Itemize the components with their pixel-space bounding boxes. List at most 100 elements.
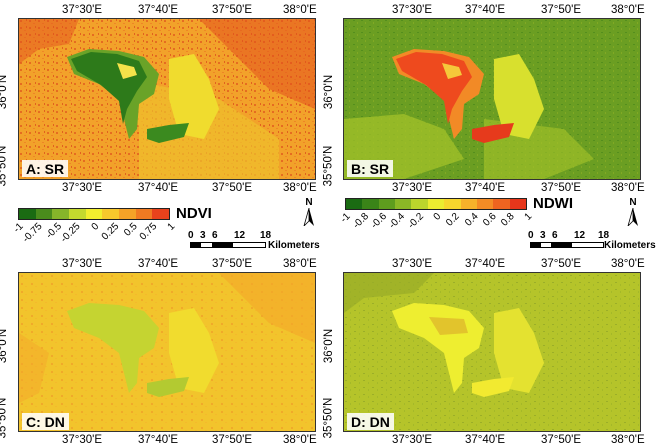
north-arrow-left: N — [300, 198, 318, 231]
scale-bar-left: 0 3 6 12 18 Kilometers — [188, 230, 320, 251]
lon-tick-c-b1: 37°30'E — [62, 434, 103, 446]
ndwi-dn-yellow-zone — [494, 308, 544, 393]
ndvi-tick-label: 0.5 — [122, 221, 140, 239]
ndwi-tick-label: 0.4 — [462, 211, 481, 229]
ndvi-legend-title: NDVI — [176, 205, 212, 222]
ndvi-color-swatch — [152, 209, 170, 219]
lon-tick-b-3: 37°50'E — [541, 4, 582, 16]
lon-tick-a-3: 37°50'E — [212, 4, 253, 16]
scale-bar-right: 0 3 6 12 18 Kilometers — [528, 230, 656, 251]
ndvi-tick-label: 1 — [166, 221, 178, 233]
lon-tick-b-b3: 37°50'E — [541, 182, 582, 194]
ndwi-tick-label: 1 — [523, 211, 535, 223]
north-arrow-icon — [627, 207, 638, 228]
ndwi-color-swatch — [460, 199, 477, 209]
lon-tick-b-b2: 37°40'E — [465, 182, 506, 194]
ndwi-color-swatch — [493, 199, 510, 209]
ndwi-tick-label: 0 — [432, 211, 444, 223]
lon-tick-b-2: 37°40'E — [465, 4, 506, 16]
lon-tick-a-2: 37°40'E — [138, 4, 179, 16]
lon-tick-c-b2: 37°40'E — [138, 434, 179, 446]
north-arrow-icon — [303, 207, 314, 228]
ndwi-tick-label: 0.8 — [498, 211, 517, 229]
lon-tick-a-b4: 38°0'E — [283, 182, 317, 194]
lon-tick-d-b3: 37°50'E — [541, 434, 582, 446]
panel-label-d: D: DN — [347, 413, 394, 430]
lon-tick-a-1: 37°30'E — [62, 4, 103, 16]
panel-label-b: B: SR — [347, 160, 394, 177]
lon-tick-d-b1: 37°30'E — [392, 434, 433, 446]
lon-tick-d-2: 37°40'E — [465, 258, 506, 270]
ndvi-color-swatch — [102, 209, 120, 219]
ndvi-color-bar — [18, 208, 170, 220]
lon-tick-b-4: 38°0'E — [611, 4, 645, 16]
lon-tick-d-b2: 37°40'E — [465, 434, 506, 446]
ndwi-color-swatch — [427, 199, 445, 209]
ndwi-tick-label: 0.2 — [444, 211, 462, 229]
lon-tick-a-b3: 37°50'E — [212, 182, 253, 194]
ndvi-color-swatch — [35, 209, 53, 219]
lat-tick-c-1: 36°0'N — [0, 328, 10, 364]
lat-tick-d-2: 35°50'N — [322, 397, 335, 439]
lon-tick-c-b4: 38°0'E — [283, 434, 317, 446]
lon-tick-c-3: 37°50'E — [212, 258, 253, 270]
lon-tick-d-4: 38°0'E — [611, 258, 645, 270]
ndvi-tick-label: 0.75 — [137, 221, 159, 243]
map-panel-ndvi-dn — [18, 272, 316, 432]
panel-label-c: C: DN — [22, 413, 69, 430]
lon-tick-a-b1: 37°30'E — [62, 182, 103, 194]
lon-tick-b-1: 37°30'E — [392, 4, 433, 16]
ndvi-tick-label: -0.25 — [58, 221, 83, 245]
ndvi-tick-label: 0 — [90, 221, 102, 233]
ndwi-color-swatch — [411, 199, 428, 209]
lon-tick-a-4: 38°0'E — [283, 4, 317, 16]
ndvi-color-swatch — [52, 209, 70, 219]
ndvi-tick-label: -0.75 — [20, 221, 45, 245]
lat-tick-c-2: 35°50'N — [0, 397, 9, 439]
lon-tick-c-1: 37°30'E — [62, 258, 103, 270]
ndwi-tick-label: -0.2 — [405, 211, 426, 231]
ndwi-tick-label: -0.4 — [387, 211, 408, 231]
lon-tick-c-2: 37°40'E — [138, 258, 179, 270]
ndwi-tick-label: 0.6 — [480, 211, 499, 229]
ndwi-color-swatch — [378, 199, 396, 209]
ndvi-color-swatch — [135, 209, 153, 219]
ndvi-yellow-zone — [169, 54, 219, 139]
map-panel-ndwi-dn — [343, 272, 641, 432]
map-panel-ndvi-sr — [18, 18, 316, 180]
ndvi-color-swatch — [69, 209, 86, 219]
lat-tick-a-2: 35°50'N — [0, 145, 9, 187]
lon-tick-d-3: 37°50'E — [541, 258, 582, 270]
ndwi-color-swatch — [444, 199, 461, 209]
lon-tick-b-b1: 37°30'E — [392, 182, 433, 194]
lat-tick-d-1: 36°0'N — [323, 328, 336, 364]
ndwi-tick-label: -0.6 — [369, 211, 390, 231]
ndvi-color-swatch — [85, 209, 103, 219]
lat-tick-b-1: 36°0'N — [323, 74, 336, 110]
lon-tick-d-b4: 38°0'E — [611, 434, 645, 446]
ndwi-color-swatch — [362, 199, 379, 209]
lat-tick-a-1: 36°0'N — [0, 74, 10, 110]
lon-tick-d-1: 37°30'E — [392, 258, 433, 270]
ndvi-dn-lake — [67, 303, 159, 393]
ndvi-dn-yellow-zone — [169, 308, 219, 393]
map-panel-ndwi-sr — [343, 18, 641, 180]
lat-tick-b-2: 35°50'N — [322, 145, 335, 187]
ndwi-color-bar — [345, 198, 527, 210]
ndwi-color-swatch — [509, 199, 526, 209]
north-arrow-right: N — [624, 198, 642, 231]
ndwi-legend-title: NDWI — [533, 195, 573, 212]
lon-tick-c-b3: 37°50'E — [212, 434, 253, 446]
ndwi-yellow-zone — [494, 54, 544, 139]
lon-tick-c-4: 38°0'E — [283, 258, 317, 270]
ndwi-color-swatch — [476, 199, 494, 209]
ndwi-tick-label: -0.8 — [351, 211, 371, 231]
ndwi-color-swatch — [346, 199, 363, 209]
lon-tick-a-b2: 37°40'E — [138, 182, 179, 194]
ndvi-color-swatch — [19, 209, 36, 219]
lon-tick-b-b4: 38°0'E — [611, 182, 645, 194]
ndvi-color-swatch — [119, 209, 136, 219]
panel-label-a: A: SR — [22, 160, 69, 177]
ndvi-tick-label: 0.25 — [99, 221, 121, 243]
ndwi-color-swatch — [395, 199, 412, 209]
